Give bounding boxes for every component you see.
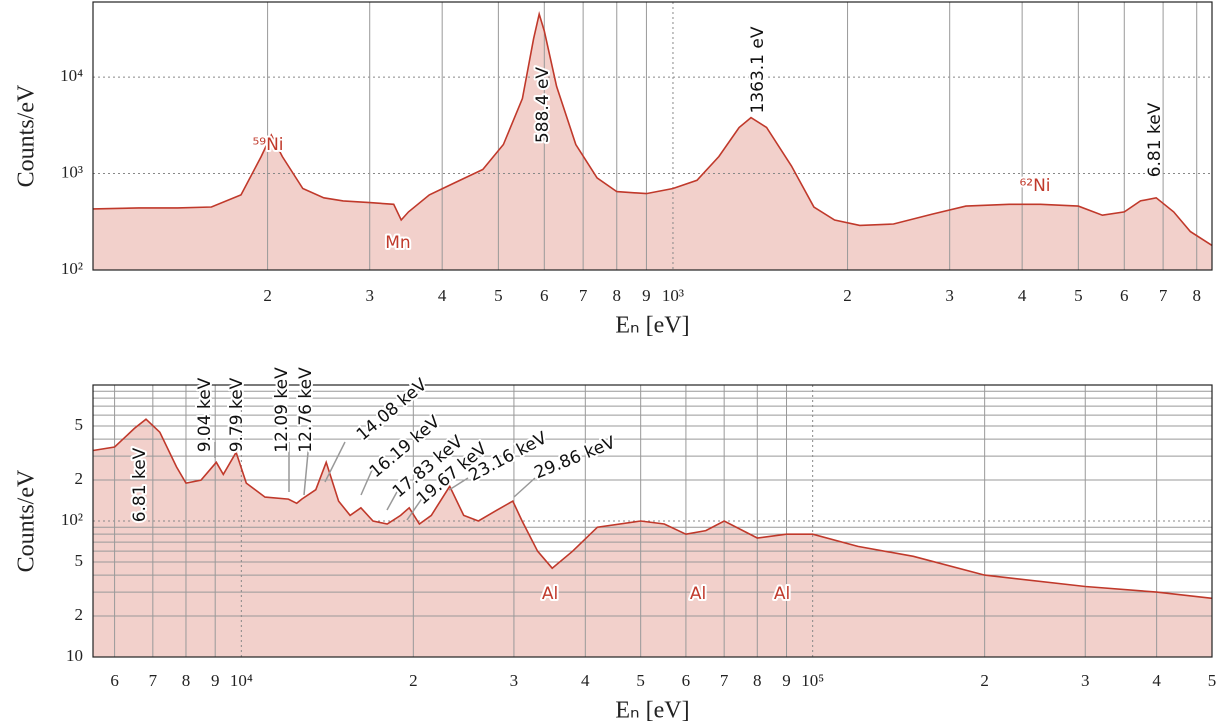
x-tick-label: 2 [843, 286, 852, 305]
x-tick-label: 4 [438, 286, 447, 305]
x-tick-label: 9 [782, 671, 791, 690]
y-axis-label: Counts/eV [14, 469, 40, 572]
x-axis-label: Eₙ [eV] [615, 313, 689, 339]
x-tick-label: 5 [1074, 286, 1083, 305]
annotation: Al [542, 584, 558, 604]
x-tick-label: 9 [642, 286, 651, 305]
area [93, 419, 1212, 657]
area [93, 14, 1212, 270]
x-tick-label: 3 [945, 286, 954, 305]
annotation: ⁶²Ni [1019, 176, 1050, 196]
y-axis-label: Counts/eV [14, 84, 40, 187]
y-tick-label: 5 [75, 415, 84, 434]
y-tick-label: 10³ [61, 162, 83, 181]
annotation: 12.09 keV [272, 367, 292, 453]
annotation: 588.4 eV [533, 67, 553, 144]
annotation: Mn [385, 233, 410, 253]
y-tick-label: 10² [61, 510, 83, 529]
x-tick-label: 5 [1208, 671, 1217, 690]
x-tick-label: 8 [613, 286, 622, 305]
x-tick-label: 2 [263, 286, 272, 305]
annotation: 12.76 keV [296, 367, 316, 453]
y-tick-label: 2 [75, 605, 84, 624]
x-tick-label: 8 [753, 671, 762, 690]
x-tick-label: 5 [494, 286, 503, 305]
annotation: Al [690, 584, 706, 604]
x-tick-label: 10⁴ [230, 671, 253, 690]
x-tick-label: 8 [182, 671, 191, 690]
x-tick-label: 7 [149, 671, 158, 690]
leader-line [386, 489, 399, 511]
x-tick-label: 4 [1152, 671, 1161, 690]
leader-line [324, 441, 346, 483]
y-tick-label: 10⁴ [60, 66, 83, 85]
x-tick-label: 6 [1120, 286, 1129, 305]
line [92, 10, 1213, 247]
x-tick-label: 10⁵ [801, 671, 824, 690]
leader-line [406, 496, 424, 521]
x-tick-label: 4 [1018, 286, 1027, 305]
annotation: 1363.1 eV [748, 26, 768, 113]
annotation: ⁵⁹Ni [252, 135, 283, 155]
x-tick-label: 6 [110, 671, 119, 690]
y-tick-label: 5 [75, 551, 84, 570]
x-tick-label: 7 [579, 286, 588, 305]
y-tick-label: 10² [61, 259, 83, 278]
annotation: 9.79 keV [227, 377, 247, 452]
x-tick-label: 4 [581, 671, 590, 690]
plot-frame [92, 1, 1213, 271]
line [92, 418, 1213, 600]
x-tick-label: 6 [682, 671, 691, 690]
x-tick-label: 3 [510, 671, 519, 690]
leader-line [360, 469, 373, 496]
x-tick-label: 3 [365, 286, 374, 305]
x-tick-label: 2 [409, 671, 418, 690]
x-tick-label: 6 [540, 286, 549, 305]
leader-line [513, 477, 536, 498]
x-tick-label: 5 [636, 671, 645, 690]
x-tick-label: 7 [1159, 286, 1168, 305]
x-tick-label: 2 [980, 671, 989, 690]
x-tick-label: 10³ [662, 286, 684, 305]
annotation: Al [774, 584, 790, 604]
leader-line [236, 441, 241, 453]
x-tick-label: 9 [211, 671, 220, 690]
x-tick-label: 8 [1192, 286, 1201, 305]
x-tick-label: 7 [720, 671, 729, 690]
x-tick-label: 3 [1081, 671, 1090, 690]
plot-frame [92, 384, 1213, 658]
leader-line [448, 477, 469, 491]
annotation: 6.81 keV [130, 447, 150, 522]
annotation: 9.04 keV [195, 377, 215, 452]
y-tick-label: 2 [75, 469, 84, 488]
leader-line [303, 441, 310, 496]
y-tick-label: 10 [66, 646, 83, 665]
x-axis-label: Eₙ [eV] [615, 698, 689, 724]
annotation: 6.81 keV [1145, 102, 1165, 177]
